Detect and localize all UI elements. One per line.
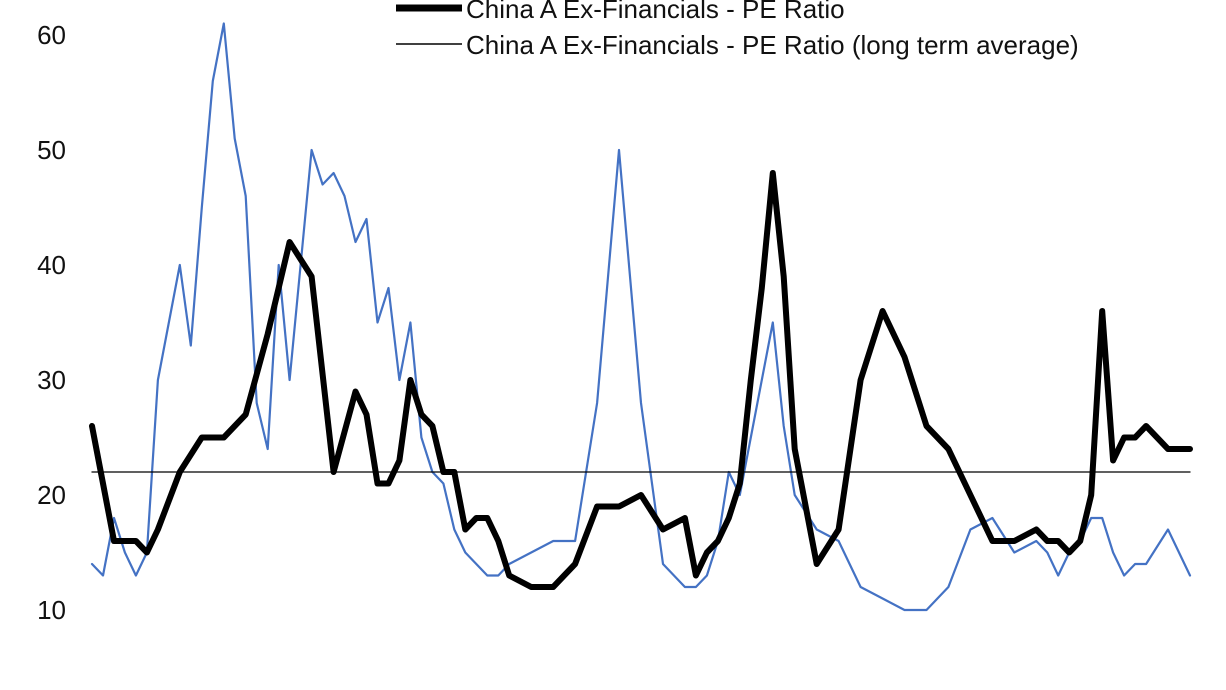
y-tick-label: 20	[37, 480, 66, 510]
y-tick-label: 50	[37, 135, 66, 165]
y-tick-label: 30	[37, 365, 66, 395]
y-tick-label: 10	[37, 595, 66, 625]
y-axis: 10 20 30 40 50 60	[37, 20, 66, 625]
y-tick-label: 40	[37, 250, 66, 280]
series-line-blue	[90, 22, 1192, 612]
y-tick-label: 60	[37, 20, 66, 50]
legend-label-long-term-average: China A Ex-Financials - PE Ratio (long t…	[466, 30, 1079, 60]
legend-label-pe-ratio: China A Ex-Financials - PE Ratio	[466, 0, 845, 24]
plot-area	[89, 22, 1193, 612]
legend: China A Ex-Financials - PE Ratio China A…	[396, 0, 1079, 60]
series-line-pe-ratio	[89, 170, 1193, 590]
